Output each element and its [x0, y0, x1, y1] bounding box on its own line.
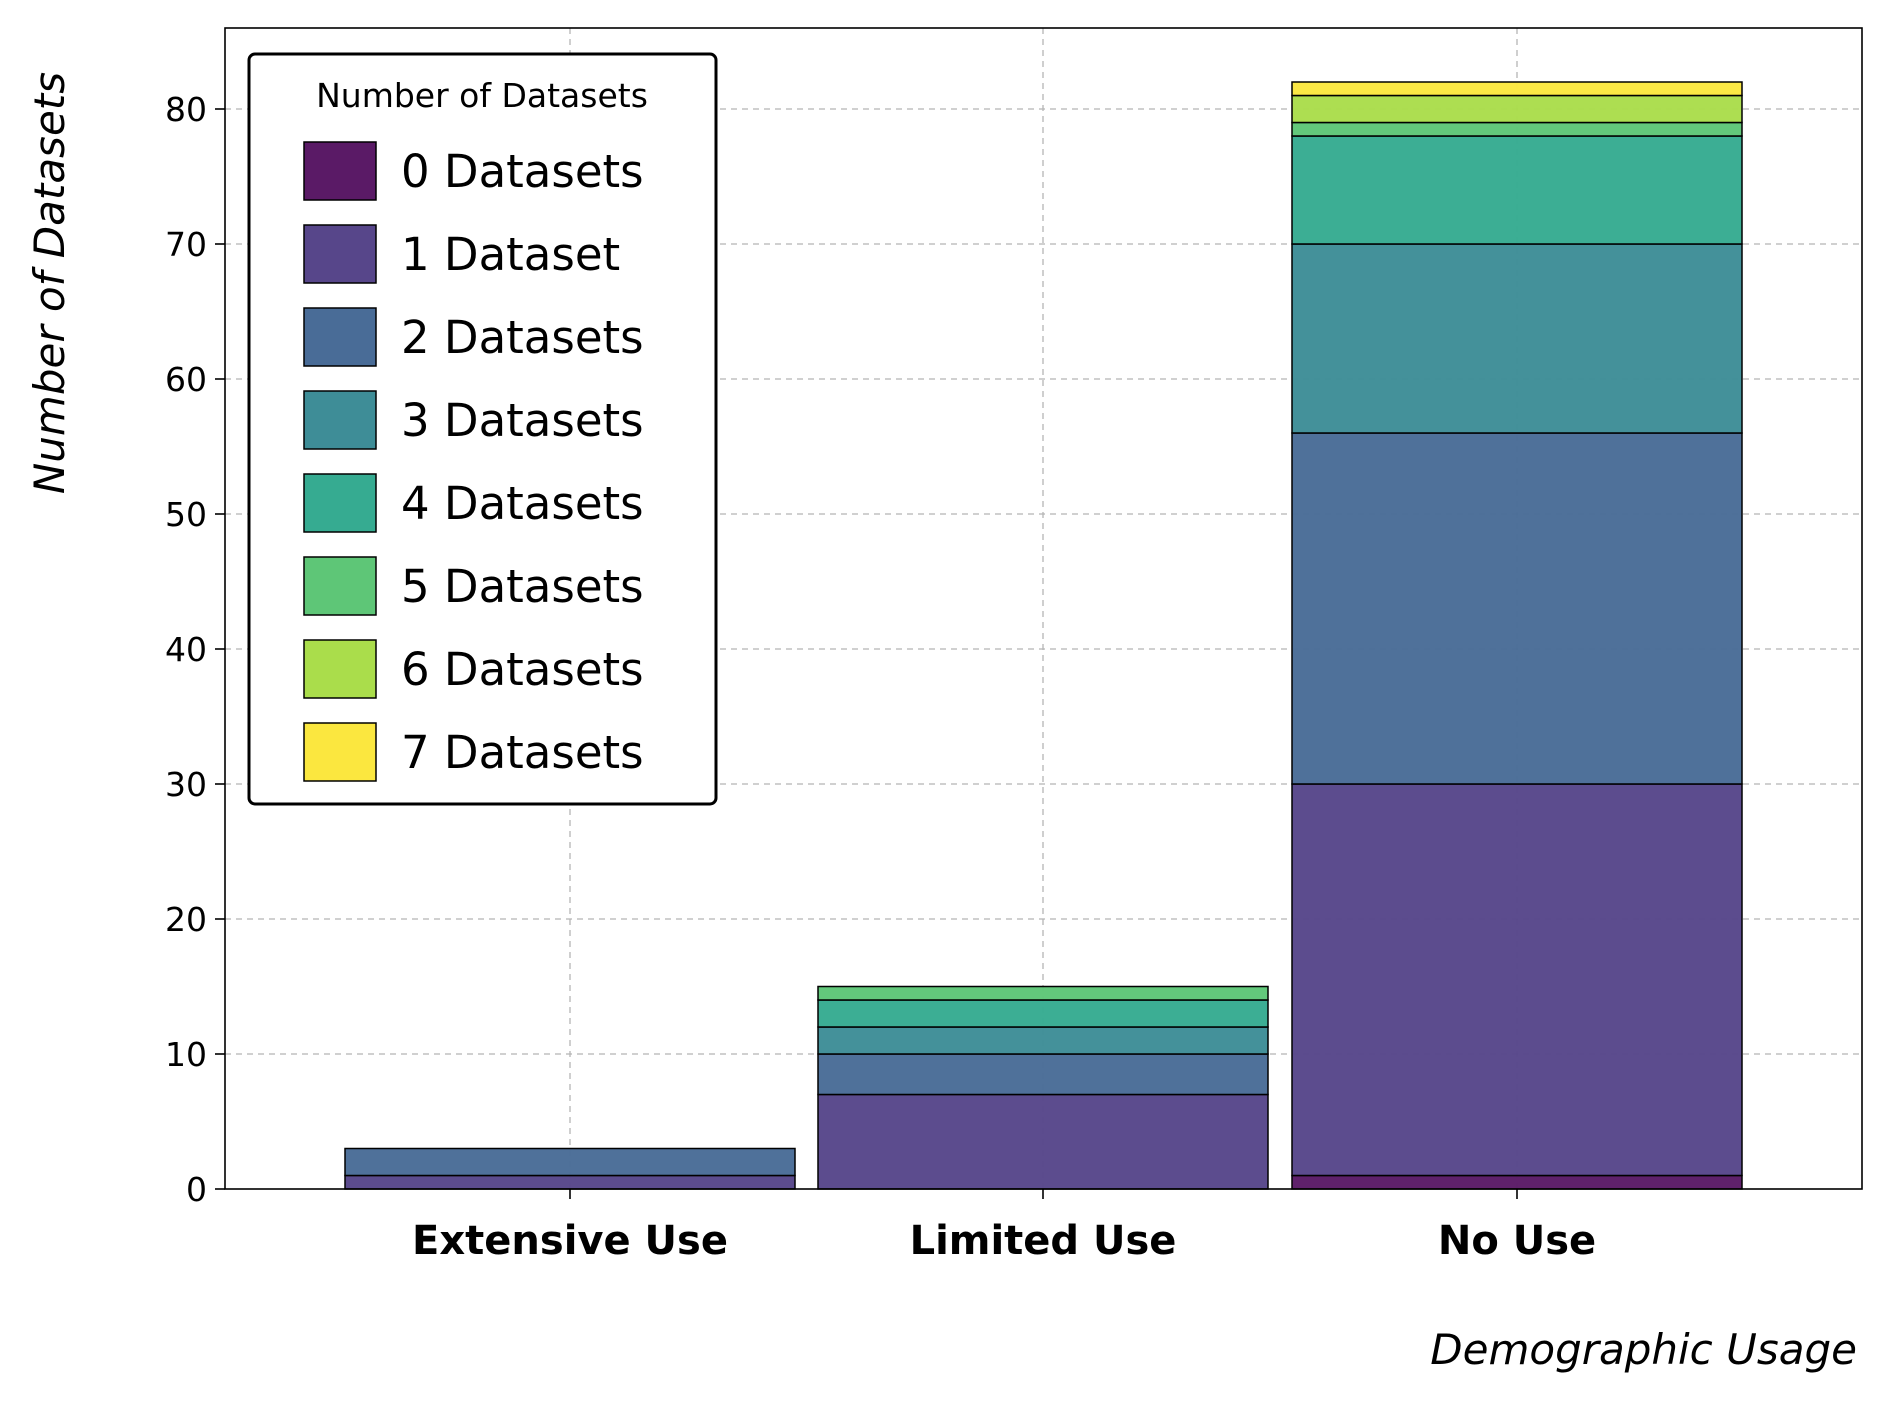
legend-swatch-4	[303, 473, 377, 533]
x-tick-label-limited-use: Limited Use	[910, 1218, 1177, 1264]
bar-no-use-6-datasets	[1291, 94, 1743, 124]
legend-label-5: 5 Datasets	[401, 560, 644, 613]
bar-limited-use-2-datasets	[817, 1053, 1269, 1096]
axes: 0 10 20 30 40 50 60 70 80 Extensive Use Limited Us…	[165, 90, 1596, 1264]
legend-swatch-0	[303, 141, 377, 201]
y-tick-label-80: 80	[165, 90, 207, 129]
y-tick-label-10: 10	[165, 1035, 207, 1074]
x-axis-title: Demographic Usage	[1430, 1325, 1857, 1374]
y-tick-label-0: 0	[186, 1170, 207, 1209]
legend-items: 0 Datasets 1 Dataset 2 Datasets 3 Datasets 4…	[303, 141, 644, 782]
bar-limited-use-4-datasets	[817, 999, 1269, 1028]
bar-limited-use-1-dataset	[817, 1093, 1269, 1190]
bar-no-use-3-datasets	[1291, 243, 1743, 434]
x-tick-label-no-use: No Use	[1438, 1218, 1596, 1264]
y-axis-title: Number of Datasets	[25, 72, 74, 494]
legend: Number of Datasets 0 Datasets 1 Dataset 2 …	[247, 52, 718, 806]
bars	[344, 81, 1743, 1190]
legend-swatch-6	[303, 639, 377, 699]
bar-no-use-0-datasets	[1291, 1174, 1743, 1190]
legend-label-6: 6 Datasets	[401, 643, 644, 696]
y-tick-label-70: 70	[165, 225, 207, 264]
bar-extensive-use-2-datasets	[344, 1147, 796, 1177]
bar-no-use-5-datasets	[1291, 121, 1743, 137]
bar-no-use-2-datasets	[1291, 432, 1743, 785]
legend-label-3: 3 Datasets	[401, 394, 644, 447]
legend-label-0: 0 Datasets	[401, 145, 644, 198]
legend-swatch-7	[303, 722, 377, 782]
bar-limited-use-3-datasets	[817, 1026, 1269, 1055]
legend-swatch-5	[303, 556, 377, 616]
bar-extensive-use-1-dataset	[344, 1174, 796, 1190]
legend-label-1: 1 Dataset	[401, 228, 620, 281]
legend-swatch-1	[303, 224, 377, 284]
legend-label-2: 2 Datasets	[401, 311, 644, 364]
legend-label-4: 4 Datasets	[401, 477, 644, 530]
bar-no-use-4-datasets	[1291, 135, 1743, 245]
y-tick-label-20: 20	[165, 900, 207, 939]
legend-title: Number of Datasets	[316, 76, 648, 115]
x-tick-label-extensive-use: Extensive Use	[412, 1218, 728, 1264]
y-tick-label-50: 50	[165, 495, 207, 534]
bar-no-use-7-datasets	[1291, 81, 1743, 97]
y-tick-label-30: 30	[165, 765, 207, 804]
y-tick-label-60: 60	[165, 360, 207, 399]
bar-limited-use-5-datasets	[817, 985, 1269, 1001]
legend-swatch-2	[303, 307, 377, 367]
legend-swatch-3	[303, 390, 377, 450]
legend-label-7: 7 Datasets	[401, 726, 644, 779]
y-tick-label-40: 40	[165, 630, 207, 669]
bar-no-use-1-dataset	[1291, 783, 1743, 1177]
